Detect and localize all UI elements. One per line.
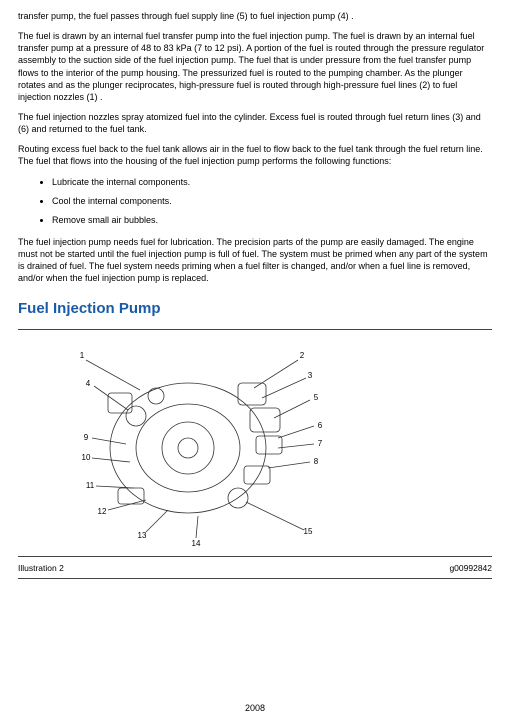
figure-rule-mid <box>18 556 492 557</box>
callout-12: 12 <box>98 507 107 516</box>
body-paragraph: The fuel injection nozzles spray atomize… <box>18 111 492 135</box>
callout-4: 4 <box>86 379 91 388</box>
section-heading: Fuel Injection Pump <box>18 299 492 319</box>
list-item: Lubricate the internal components. <box>52 176 492 188</box>
figure-block: 1 2 3 4 5 6 7 8 9 10 11 12 13 14 15 Illu… <box>18 329 492 579</box>
list-item: Cool the internal components. <box>52 195 492 207</box>
callout-14: 14 <box>192 539 201 548</box>
callout-3: 3 <box>308 371 313 380</box>
figure-rule-bottom <box>18 578 492 579</box>
body-paragraph: transfer pump, the fuel passes through f… <box>18 10 492 22</box>
callout-8: 8 <box>314 457 319 466</box>
callout-1: 1 <box>80 351 85 360</box>
body-paragraph: The fuel is drawn by an internal fuel tr… <box>18 30 492 103</box>
illustration-code: g00992842 <box>449 563 492 574</box>
callout-11: 11 <box>86 481 95 490</box>
page-footer: 2008 <box>0 702 510 714</box>
body-paragraph: The fuel injection pump needs fuel for l… <box>18 236 492 285</box>
body-paragraph: Routing excess fuel back to the fuel tan… <box>18 143 492 167</box>
pump-diagram: 1 2 3 4 5 6 7 8 9 10 11 12 13 14 15 <box>48 338 358 548</box>
figure-rule-top <box>18 329 492 330</box>
list-item: Remove small air bubbles. <box>52 214 492 226</box>
callout-9: 9 <box>84 433 89 442</box>
illustration-label: Illustration 2 <box>18 563 64 574</box>
callout-2: 2 <box>300 351 305 360</box>
callout-5: 5 <box>314 393 319 402</box>
callout-10: 10 <box>82 453 91 462</box>
callout-13: 13 <box>138 531 147 540</box>
callout-6: 6 <box>318 421 323 430</box>
callout-7: 7 <box>318 439 323 448</box>
callout-15: 15 <box>304 527 313 536</box>
function-list: Lubricate the internal components. Cool … <box>52 176 492 226</box>
